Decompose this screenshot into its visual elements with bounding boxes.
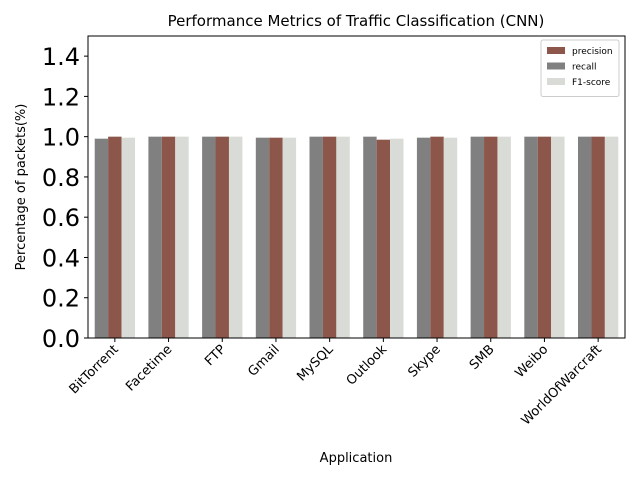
- bar-f1-score-gmail: [282, 137, 297, 338]
- legend-label-precision: precision: [572, 47, 613, 57]
- y-tick-label: 0.2: [42, 285, 80, 313]
- bar-recall-smb: [470, 136, 485, 338]
- bar-recall-skype: [416, 137, 431, 338]
- x-tick-label: Weibo: [512, 342, 551, 381]
- y-tick-label: 1.2: [42, 83, 80, 111]
- x-axis-label: Application: [320, 451, 393, 466]
- x-tick-label: Outlook: [344, 342, 391, 389]
- x-tick-label: MySQL: [294, 342, 337, 385]
- bar-recall-ftp: [202, 136, 216, 338]
- bar-recall-gmail: [255, 137, 270, 338]
- bar-precision-worldofwarcraft: [591, 136, 605, 338]
- bar-recall-outlook: [363, 136, 377, 338]
- legend-swatch-precision: [547, 47, 565, 54]
- bar-precision-smb: [484, 136, 498, 338]
- plot-frame: [87, 35, 626, 339]
- bar-precision-outlook: [376, 139, 391, 338]
- bar-recall-mysql: [309, 136, 323, 338]
- x-tick-label: SMB: [467, 342, 498, 373]
- x-tick-label: Gmail: [245, 342, 282, 379]
- bar-precision-bittorrent: [108, 136, 122, 338]
- legend-swatch-recall: [547, 62, 565, 70]
- x-tick-label: Skype: [406, 342, 444, 380]
- bar-precision-skype: [430, 136, 444, 338]
- y-tick-label: 1.0: [42, 124, 80, 152]
- bar-f1-score-skype: [443, 137, 458, 338]
- y-tick-label: 1.4: [42, 43, 80, 71]
- x-tick-label: Facetime: [123, 342, 175, 394]
- bar-precision-gmail: [269, 137, 283, 338]
- y-tick-label: 0.0: [42, 325, 80, 353]
- bar-recall-facetime: [148, 136, 162, 338]
- legend-label-recall: recall: [572, 63, 597, 73]
- bar-f1-score-smb: [497, 136, 511, 338]
- legend-label-f1-score: F1-score: [572, 78, 611, 88]
- bar-precision-mysql: [322, 136, 337, 338]
- y-tick-label: 0.8: [42, 164, 80, 192]
- bar-f1-score-bittorrent: [121, 137, 135, 338]
- legend-swatch-f1-score: [547, 78, 565, 85]
- bar-recall-bittorrent: [94, 138, 109, 338]
- bar-precision-facetime: [161, 136, 176, 338]
- bar-f1-score-weibo: [551, 136, 565, 338]
- bar-f1-score-outlook: [390, 138, 404, 338]
- y-axis-label: Percentage of packets(%): [14, 104, 29, 271]
- plot-area: [94, 136, 619, 338]
- y-tick-label: 0.6: [42, 204, 80, 232]
- bar-precision-ftp: [215, 136, 229, 338]
- bar-f1-score-ftp: [228, 136, 243, 338]
- bar-f1-score-worldofwarcraft: [604, 136, 619, 338]
- bar-precision-weibo: [537, 136, 552, 338]
- bar-recall-weibo: [524, 136, 538, 338]
- chart-title: Performance Metrics of Traffic Classific…: [168, 12, 545, 30]
- bar-f1-score-mysql: [336, 136, 350, 338]
- x-axis: BitTorrent Facetime FTP Gmail MySQL Outlook Sk…: [67, 338, 605, 428]
- bar-f1-score-facetime: [175, 136, 189, 338]
- legend: precision recall F1-score: [540, 39, 620, 97]
- bar-recall-worldofwarcraft: [578, 136, 592, 338]
- x-tick-label: FTP: [202, 342, 229, 369]
- y-tick-label: 0.4: [42, 244, 80, 272]
- y-axis: 0.0 0.2 0.4 0.6 0.8 1.0 1.2 1.4: [42, 43, 88, 353]
